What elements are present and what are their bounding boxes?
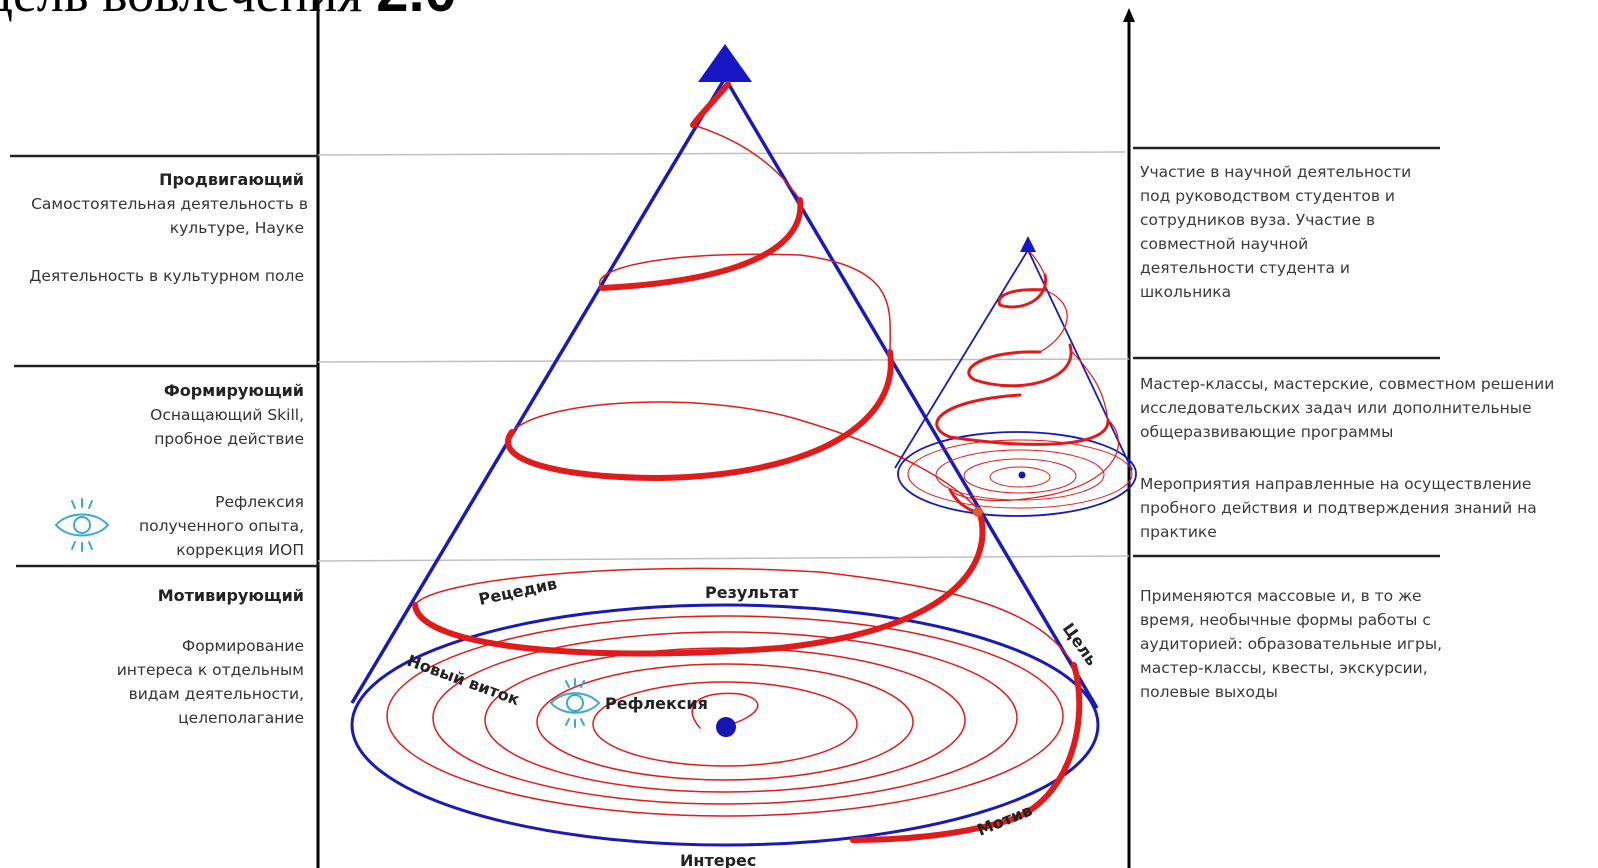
- right-bottom-line: Применяются массовые и, в то же: [1140, 587, 1422, 605]
- right-middle1-line: исследовательских задач или дополнительн…: [1140, 399, 1532, 417]
- right-block-middle1: Мастер-классы, мастерские, совместном ре…: [1140, 372, 1554, 444]
- right-top-line: деятельности студента и: [1140, 259, 1350, 277]
- right-middle1-line: общеразвивающие программы: [1140, 423, 1394, 441]
- divider-top: [317, 151, 1126, 156]
- title-version: 2.0: [376, 0, 457, 24]
- right-middle2-line: пробного действия и подтверждения знаний…: [1140, 499, 1537, 517]
- page-title: одель вовлечения 2.0: [0, 0, 457, 25]
- level-promoting-line1: Самостоятельная деятельность в: [31, 195, 308, 213]
- level-forming-reflection1: Рефлексия: [215, 493, 304, 511]
- level-forming-reflection3: коррекция ИОП: [176, 541, 304, 559]
- cone-apex-triangle: [698, 44, 752, 82]
- right-bottom-line: аудиторией: образовательные игры,: [1140, 635, 1443, 653]
- right-middle2-line: Мероприятия направленные на осуществлени…: [1140, 475, 1532, 493]
- eye-icon: [549, 678, 601, 728]
- label-goal: Цель: [1059, 619, 1102, 669]
- right-block-middle2: Мероприятия направленные на осуществлени…: [1140, 472, 1537, 544]
- level-motivating-line2: интереса к отдельным: [116, 661, 304, 679]
- level-forming-heading: Формирующий: [163, 381, 304, 400]
- level-motivating-line4: целеполагание: [178, 709, 304, 727]
- cone-center-dot: [716, 717, 736, 737]
- arrow-up-icon: [1123, 8, 1135, 22]
- right-bottom-line: мастер-классы, квесты, экскурсии,: [1140, 659, 1428, 677]
- right-bottom-line: время, необычные формы работы с: [1140, 611, 1431, 629]
- right-top-line: сотрудников вуза. Участие в: [1140, 211, 1376, 229]
- label-reflection: Рефлексия: [605, 694, 708, 713]
- cone-connection-dot: [973, 507, 983, 517]
- right-block-bottom: Применяются массовые и, в то же время, н…: [1140, 584, 1442, 704]
- label-interest: Интерес: [680, 851, 756, 868]
- level-promoting-line2: культуре, Науке: [169, 219, 304, 237]
- big-cone-spiral: [386, 81, 1083, 843]
- small-cone-center-dot: [1018, 471, 1026, 479]
- label-recidive: Рецедив: [477, 574, 559, 609]
- right-top-line: Участие в научной деятельности: [1140, 163, 1412, 181]
- level-motivating-line3: видам деятельности,: [128, 685, 304, 703]
- divider-middle: [317, 358, 1130, 363]
- level-motivating-heading: Мотивирующий: [157, 586, 304, 605]
- right-top-line: совместной научной: [1140, 235, 1309, 253]
- right-top-line: школьника: [1140, 283, 1232, 301]
- label-result: Результат: [705, 583, 799, 602]
- label-motive: Мотив: [974, 801, 1034, 840]
- right-bottom-line: полевые выходы: [1140, 683, 1278, 701]
- level-forming-line1: Оснащающий Skill,: [150, 406, 304, 424]
- right-middle1-line: Мастер-классы, мастерские, совместном ре…: [1140, 375, 1555, 393]
- right-block-top: Участие в научной деятельности под руков…: [1140, 160, 1411, 304]
- right-top-line: под руководством студентов и: [1140, 187, 1396, 205]
- level-promoting-heading: Продвигающий: [159, 170, 304, 189]
- eye-icon: [54, 498, 110, 552]
- level-promoting-line3: Деятельность в культурном поле: [29, 267, 304, 285]
- title-text: одель вовлечения: [0, 0, 362, 23]
- level-motivating-line1: Формирование: [181, 637, 304, 655]
- level-forming-line2: пробное действие: [154, 430, 304, 448]
- divider-bottom: [317, 555, 1130, 562]
- label-new-turn: Новый виток: [405, 651, 523, 709]
- right-middle2-line: практике: [1140, 523, 1217, 541]
- small-cone-spiral: [907, 251, 1133, 514]
- level-forming-reflection2: полученного опыта,: [138, 517, 304, 535]
